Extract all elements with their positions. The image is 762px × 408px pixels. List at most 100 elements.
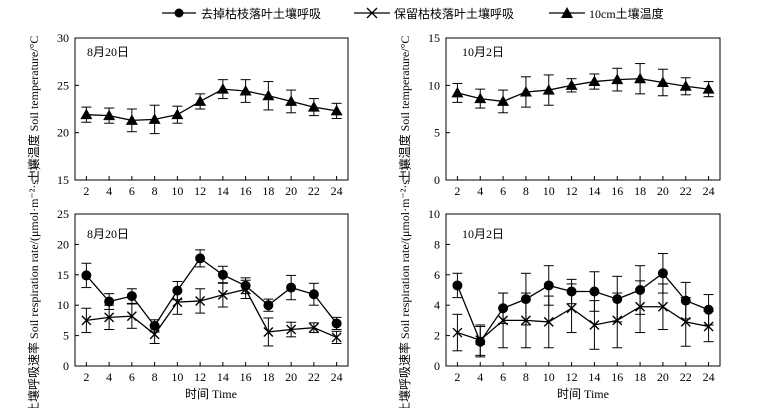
data-point-circle [81,270,92,281]
x-tick-label: 20 [285,370,297,384]
data-point-triangle [171,108,184,120]
series-line [86,88,337,122]
data-point-cross [308,322,319,333]
series-triangle [80,79,343,135]
data-point-circle [703,304,714,315]
x-tick-label: 6 [129,370,135,384]
data-point-cross [703,321,714,332]
data-point-circle [126,291,137,302]
x-tick-label: 18 [634,370,646,384]
data-point-circle [217,269,228,280]
plot-frame [445,213,721,367]
x-tick-label: 2 [83,184,89,198]
data-point-circle [657,268,668,279]
y-tick-label: 15 [428,31,440,45]
panel-date-annotation: 10月2日 [462,227,504,241]
y-tick-label: 20 [57,237,69,251]
y-axis-label: 土壤呼吸速率 Soil respiration rate/(μmol·m⁻²·s… [397,166,412,408]
legend-entry-removed-litter: 去掉枯枝落叶土壤呼吸 [162,6,321,21]
x-tick-label: 22 [680,370,692,384]
data-point-cross [217,289,228,300]
legend-cross-marker [366,7,378,19]
x-tick-label: 20 [657,184,669,198]
x-tick-label: 22 [308,184,320,198]
x-tick-label: 18 [262,370,274,384]
x-tick-label: 4 [477,184,483,198]
legend-entry-soil-temp: 10cm土壤温度 [549,6,664,21]
data-point-triangle [702,83,715,94]
x-tick-label: 14 [588,184,600,198]
x-tick-label: 8 [152,370,158,384]
data-point-cross [240,284,251,295]
plot-frame [445,37,721,181]
y-tick-label: 0 [63,359,69,373]
x-tick-label: 10 [171,184,183,198]
legend-label-removed: 去掉枯枝落叶土壤呼吸 [201,6,321,21]
panel-date-annotation: 10月2日 [462,45,504,59]
data-point-triangle [103,109,116,121]
data-point-triangle [519,85,532,97]
data-point-cross [498,315,509,326]
data-point-cross [635,301,646,312]
data-point-cross [149,329,160,340]
legend-circle-marker [174,8,184,18]
x-tick-label: 12 [566,184,578,198]
legend: 去掉枯枝落叶土壤呼吸 保留枯枝落叶土壤呼吸 10cm土壤温度 [162,6,664,21]
plot-frame [74,213,349,367]
data-point-cross [331,332,342,343]
series-cross [452,280,714,356]
legend-entry-retained-litter: 保留枯枝落叶土壤呼吸 [354,6,514,21]
data-point-circle [263,300,274,311]
panel-date-annotation: 8月20日 [87,45,129,59]
data-point-triangle [474,92,487,104]
data-point-triangle [80,108,93,120]
y-tick-label: 30 [57,31,69,45]
plot-frame [74,37,349,181]
series-cross [81,279,342,347]
y-tick-label: 15 [57,268,69,282]
x-tick-label: 24 [331,184,343,198]
series-triangle [451,63,715,114]
x-axis-label: 时间 Time [557,387,609,401]
series-line [456,272,709,344]
data-point-cross [680,316,691,327]
x-tick-label: 16 [611,184,623,198]
data-point-triangle [216,83,229,94]
x-tick-label: 12 [194,184,206,198]
x-tick-label: 2 [83,370,89,384]
data-point-triangle [285,95,298,106]
x-tick-label: 14 [588,370,600,384]
series-line [85,257,338,328]
y-tick-label: 10 [57,298,69,312]
data-point-triangle [307,101,320,112]
data-point-cross [657,301,668,312]
data-point-cross [263,326,274,337]
x-tick-label: 6 [500,370,506,384]
data-point-circle [589,286,600,297]
y-tick-label: 10 [428,207,440,221]
data-point-triangle [634,72,647,84]
legend-label-temp: 10cm土壤温度 [589,6,664,21]
data-point-cross [81,315,92,326]
data-point-cross [520,315,531,326]
series-line [457,306,709,341]
x-tick-label: 4 [106,184,112,198]
data-point-circle [452,280,463,291]
data-point-cross [589,319,600,330]
x-tick-label: 24 [703,184,715,198]
y-axis-label: 土壤呼吸速率 Soil respiration rate/(μmol·m⁻²·s… [26,166,41,408]
panel-date-annotation: 8月20日 [87,227,129,241]
data-point-triangle [565,79,578,90]
data-point-circle [543,280,554,291]
x-tick-label: 14 [217,184,229,198]
y-tick-label: 10 [428,78,440,92]
x-tick-label: 20 [285,184,297,198]
data-point-triangle [679,80,692,91]
data-point-triangle [611,73,624,85]
data-point-triangle [125,114,138,125]
y-tick-label: 20 [57,126,69,140]
x-tick-label: 20 [657,370,669,384]
